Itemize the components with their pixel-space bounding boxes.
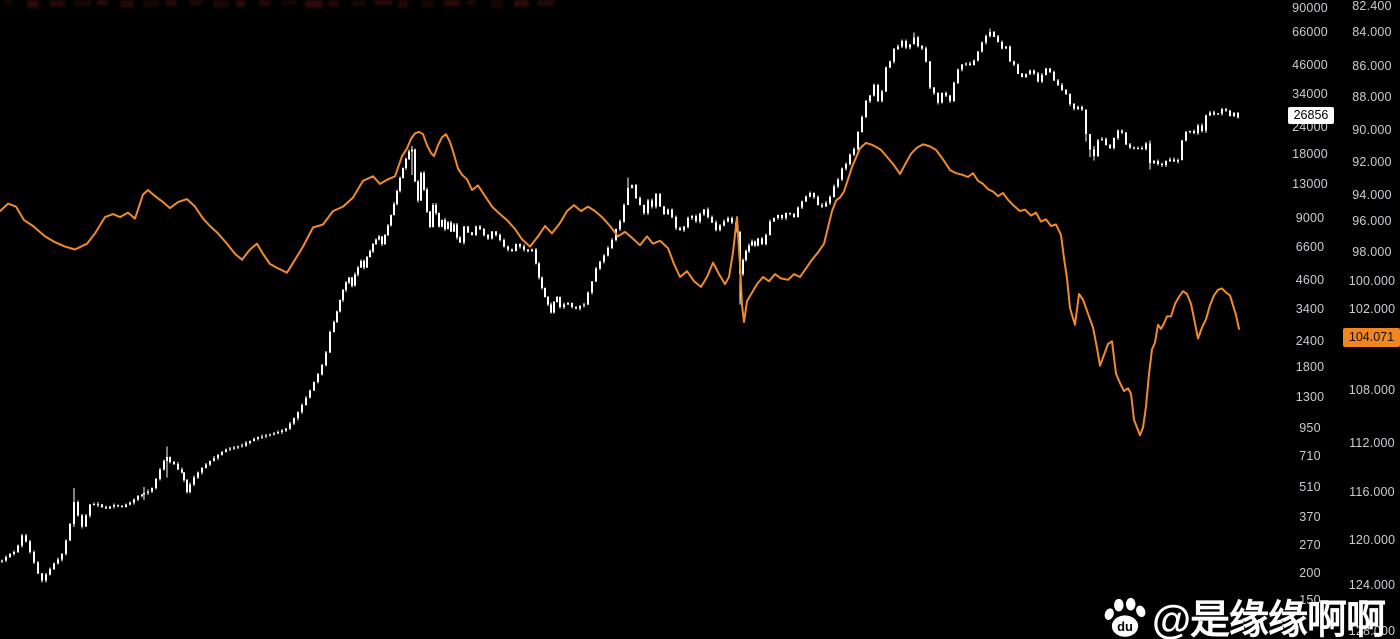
- btc-axis-tick-label: 66000: [1292, 25, 1328, 39]
- dxy-axis-tick-label: 92.000: [1352, 155, 1392, 169]
- baidu-paw-icon: du: [1104, 597, 1146, 637]
- dxy-axis-tick-label: 120.000: [1348, 533, 1396, 547]
- dxy-axis-tick-label: 116.000: [1349, 485, 1395, 499]
- remnant-blob: [212, 0, 229, 8]
- dxy-axis-tick-label: 90.000: [1352, 123, 1392, 137]
- dxy-last-price-value: 104.071: [1348, 330, 1395, 345]
- watermark: du @是缘缘啊啊: [1102, 597, 1386, 639]
- dxy-axis-tick-label: 128.000: [1348, 624, 1396, 638]
- btc-axis-tick-label: 9000: [1295, 211, 1325, 225]
- dxy-axis-tick-label: 96.000: [1352, 214, 1392, 228]
- btc-axis-tick-label: 3400: [1295, 302, 1325, 316]
- btc-axis-tick-label: 1300: [1295, 390, 1325, 404]
- btc-axis-tick-label: 950: [1299, 421, 1321, 435]
- remnant-blob: [513, 0, 529, 7]
- dxy-axis-tick-label: 108.000: [1348, 383, 1396, 397]
- remnant-blob: [258, 0, 271, 6]
- dxy-axis-tick-label: 102.000: [1348, 302, 1396, 316]
- btc-axis-tick-label: 2400: [1295, 334, 1325, 348]
- remnant-blob: [27, 0, 40, 8]
- btc-axis-tick-label: 370: [1299, 510, 1321, 524]
- remnant-blob: [189, 0, 203, 5]
- remnant-blob: [351, 0, 366, 6]
- btc-axis-tick-label: 18000: [1292, 147, 1328, 161]
- btc-axis-tick-label: 200: [1299, 566, 1321, 580]
- remnant-blob: [374, 0, 392, 5]
- remnant-blob: [305, 0, 324, 8]
- btc-axis-tick-label: 34000: [1292, 87, 1328, 101]
- remnant-blob: [143, 0, 160, 7]
- btc-axis-tick-label: 270: [1299, 538, 1321, 552]
- watermark-handle: @是缘缘啊啊: [1152, 598, 1386, 639]
- dxy-axis-tick-label: 124.000: [1348, 578, 1396, 592]
- dxy-axis-tick-label: 84.000: [1352, 25, 1392, 39]
- remnant-blob: [96, 0, 108, 5]
- remnant-blob: [119, 0, 134, 8]
- dxy-last-price-label: 104.071: [1343, 328, 1400, 347]
- remnant-blob: [536, 0, 555, 6]
- remnant-blob: [166, 0, 177, 6]
- remnant-blob: [235, 0, 245, 7]
- dxy-axis-tick-label: 88.000: [1352, 90, 1392, 104]
- btc-last-price-label: 26856: [1288, 107, 1334, 124]
- remnant-blob: [4, 0, 13, 5]
- btc-axis-tick-label: 46000: [1292, 58, 1328, 72]
- btc-axis-tick-label: 6600: [1295, 240, 1325, 254]
- remnant-blob: [490, 0, 503, 8]
- btc-axis-tick-label: 150: [1299, 593, 1321, 607]
- remnant-blob: [444, 0, 461, 6]
- remnant-blob: [467, 0, 477, 5]
- btc-axis-tick-label: 4600: [1295, 273, 1325, 287]
- dxy-line-series: [0, 130, 1240, 437]
- remnant-blob: [50, 0, 66, 7]
- dxy-axis-tick-label: 82.400: [1352, 0, 1392, 13]
- btc-price-axis[interactable]: 90000 66000 46000 34000 24000 18000 13000 9000 6…: [1286, 0, 1334, 639]
- dxy-price-axis[interactable]: 82.400 84.000 86.000 88.000 90.000 92.000 94.0…: [1344, 0, 1400, 639]
- btc-axis-tick-label: 710: [1299, 449, 1321, 463]
- remnant-blob: [282, 0, 297, 5]
- dxy-axis-tick-label: 94.000: [1352, 188, 1392, 202]
- btc-axis-tick-label: 1800: [1295, 360, 1325, 374]
- remnant-blob: [73, 0, 92, 6]
- dxy-axis-tick-label: 112.000: [1349, 436, 1395, 450]
- btc-axis-tick-label: 90000: [1292, 1, 1328, 15]
- remnant-blob: [421, 0, 434, 7]
- btc-axis-tick-label: 510: [1299, 480, 1321, 494]
- dxy-axis-tick-label: 98.000: [1352, 245, 1392, 259]
- dxy-axis-tick-label: 86.000: [1352, 59, 1392, 73]
- btc-axis-tick-label: 13000: [1292, 177, 1328, 191]
- cropped-title-remnant: [0, 0, 580, 12]
- baidu-paw-du-text: du: [1117, 619, 1133, 634]
- btc-last-price-value: 26856: [1293, 108, 1329, 123]
- remnant-blob: [397, 0, 408, 8]
- dxy-axis-tick-label: 100.000: [1348, 274, 1396, 288]
- remnant-blob: [328, 0, 340, 7]
- btc-candlestick-series: [1, 28, 1239, 583]
